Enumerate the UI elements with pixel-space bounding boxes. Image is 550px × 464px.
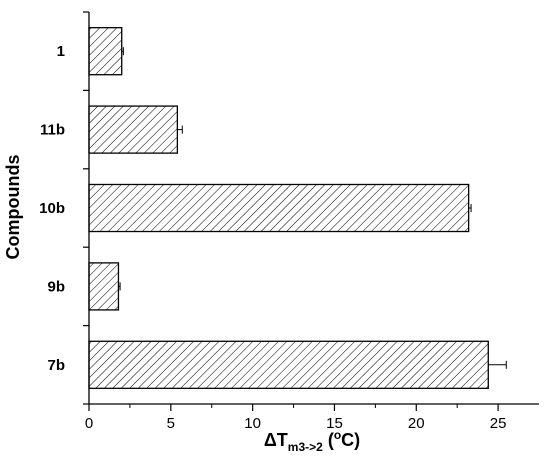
y-category-label: 10b xyxy=(39,200,65,217)
axes-group xyxy=(83,11,539,405)
y-category-label: 9b xyxy=(47,278,65,295)
x-ticks-group: 0 5 10 15 20 25 xyxy=(85,404,507,432)
x-tick-label: 0 xyxy=(85,415,93,432)
x-tick-label: 20 xyxy=(408,415,425,432)
y-categories-group: 1 11b 10b 9b 7b xyxy=(39,43,65,374)
bar-11b xyxy=(88,105,179,154)
x-axis-title-suffix: C) xyxy=(341,430,360,450)
x-axis-title: ΔTm3->2 (oC) xyxy=(264,428,360,454)
bar-1 xyxy=(88,27,123,76)
x-axis-title-prefix: ΔT xyxy=(264,430,288,450)
x-tick-label: 10 xyxy=(244,415,261,432)
y-category-label: 1 xyxy=(57,43,65,60)
bar-9b xyxy=(88,262,120,311)
y-axis-title: Compounds xyxy=(3,155,23,260)
error-bars-group xyxy=(118,47,507,369)
y-category-label: 11b xyxy=(40,122,65,139)
x-tick-label: 5 xyxy=(167,415,175,432)
x-axis-title-superscript: o xyxy=(334,428,341,442)
x-tick-label: 25 xyxy=(490,415,507,432)
bars-group xyxy=(88,27,489,389)
x-axis-title-middle: ( xyxy=(323,430,334,450)
bar-10b xyxy=(88,183,470,233)
y-category-label: 7b xyxy=(47,357,65,374)
x-axis-title-subscript: m3->2 xyxy=(288,440,323,454)
x-tick-label: 15 xyxy=(326,415,343,432)
bar-7b xyxy=(88,340,489,389)
